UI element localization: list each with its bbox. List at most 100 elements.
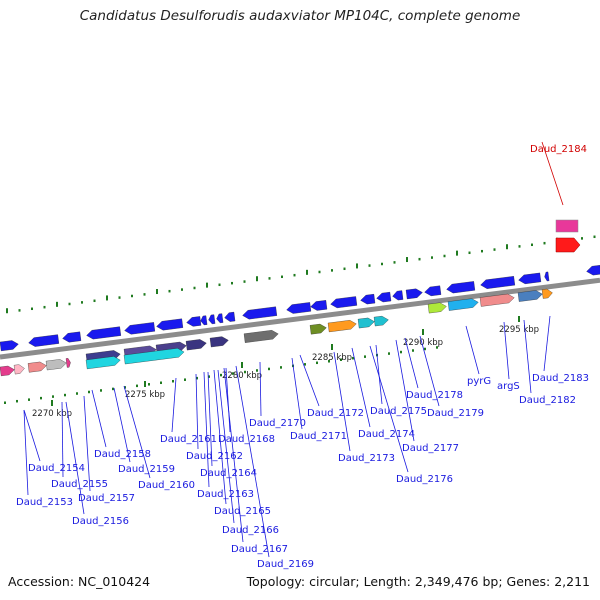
gc-dash [181, 288, 183, 291]
gc-dash [531, 243, 533, 247]
label-connector [23, 409, 29, 496]
gene-arrow [544, 271, 550, 282]
gc-dash [318, 270, 321, 274]
gc-dash [381, 262, 383, 266]
gc-dash [352, 356, 354, 360]
gc-dash [196, 376, 198, 380]
gc-dash [156, 289, 158, 295]
gene-arrow [586, 265, 600, 276]
gene-arrow [310, 300, 328, 311]
gene-arrow [541, 288, 553, 299]
label-connector [203, 371, 210, 488]
gc-dash [220, 373, 222, 377]
gene-arrow [479, 293, 515, 307]
gc-dash [184, 378, 186, 381]
gene-arrow [65, 358, 71, 368]
gene-arrow [360, 293, 376, 305]
gc-dash [4, 401, 6, 404]
tick-label: 2285 kbp [312, 353, 352, 363]
label-connector [465, 325, 480, 375]
gene-label: Daud_2159 [118, 464, 175, 475]
gene-arrow [28, 334, 60, 347]
tick-label: 2280 kbp [222, 371, 262, 381]
gc-dash [518, 245, 521, 248]
gc-dash [418, 257, 421, 261]
gc-dash [76, 392, 78, 395]
gene-arrow [357, 317, 375, 329]
gene-label: Daud_2169 [257, 559, 314, 570]
gc-dash [406, 257, 408, 263]
gene-label: Daud_2158 [94, 449, 151, 460]
gc-dash [543, 241, 546, 245]
gc-dash [28, 398, 30, 401]
gc-dash [168, 289, 171, 293]
gene-label: pyrG [467, 376, 491, 387]
gene-label: Daud_2175 [370, 406, 427, 417]
label-connector [61, 401, 64, 478]
gc-dash [208, 375, 210, 378]
gc-dash [143, 293, 146, 296]
gene-arrow [208, 314, 216, 325]
gene-label: Daud_2161 [160, 434, 217, 445]
gene-arrow [200, 315, 208, 326]
gc-dash [218, 283, 221, 287]
gene-arrow [0, 365, 15, 377]
gene-label: Daud_2184 [530, 144, 587, 155]
label-connector [113, 387, 131, 463]
gc-dash [244, 370, 246, 374]
gene-arrow [405, 288, 423, 300]
label-connector [195, 373, 199, 450]
label-connector [225, 367, 231, 433]
gene-arrow [123, 348, 185, 365]
label-connectors [23, 141, 564, 558]
gene-arrow [243, 330, 279, 343]
gene-label: Daud_2160 [138, 480, 195, 491]
gc-dash [243, 280, 246, 283]
label-connector [217, 369, 235, 524]
label-connector [207, 371, 213, 467]
gc-dash [100, 389, 102, 392]
gene-arrow [156, 318, 184, 331]
gc-dash [112, 387, 114, 391]
gc-dash [43, 305, 46, 309]
topology-summary: Topology: circular; Length: 2,349,476 bp… [246, 574, 590, 589]
gc-dash [468, 251, 471, 255]
gc-dash [148, 383, 150, 386]
gene-label: Daud_2162 [186, 451, 243, 462]
gene-label: Daud_2165 [214, 506, 271, 517]
gene-arrow [518, 272, 542, 285]
gene-arrow [124, 322, 156, 335]
gene-arrow [86, 326, 122, 340]
gene-label: Daud_2174 [358, 429, 415, 440]
gc-dash [256, 369, 258, 372]
gc-dash [331, 269, 333, 272]
label-connector [543, 315, 551, 372]
gc-dash [281, 275, 283, 279]
gc-dash [306, 269, 308, 275]
gene-label: Daud_2179 [427, 408, 484, 419]
tick-label: 2275 kbp [125, 390, 165, 400]
gc-dash [160, 381, 162, 385]
label-connector [83, 395, 91, 492]
gc-dash [52, 395, 54, 398]
gc-dash [412, 349, 414, 352]
gc-dash [316, 361, 318, 365]
label-connector [291, 357, 303, 430]
gene-arrow [447, 298, 479, 311]
gene-box [555, 219, 579, 233]
gene-arrow [446, 281, 476, 294]
gene-arrow [216, 313, 224, 324]
gc-dash [364, 355, 366, 358]
gc-dash [493, 248, 496, 251]
gene-features [0, 219, 600, 377]
gc-dash [232, 372, 234, 375]
gene-label: Daud_2171 [290, 431, 347, 442]
gene-label: Daud_2177 [402, 443, 459, 454]
gc-dash [136, 384, 138, 388]
gene-label: Daud_2178 [406, 390, 463, 401]
gc-dash [64, 393, 66, 397]
gene-label: Daud_2172 [307, 408, 364, 419]
gc-dash [340, 358, 342, 361]
gene-labels: Daud_2153 Daud_2154 Daud_2155 Daud_2156 Daud… [16, 144, 589, 570]
gc-dash [16, 399, 18, 403]
